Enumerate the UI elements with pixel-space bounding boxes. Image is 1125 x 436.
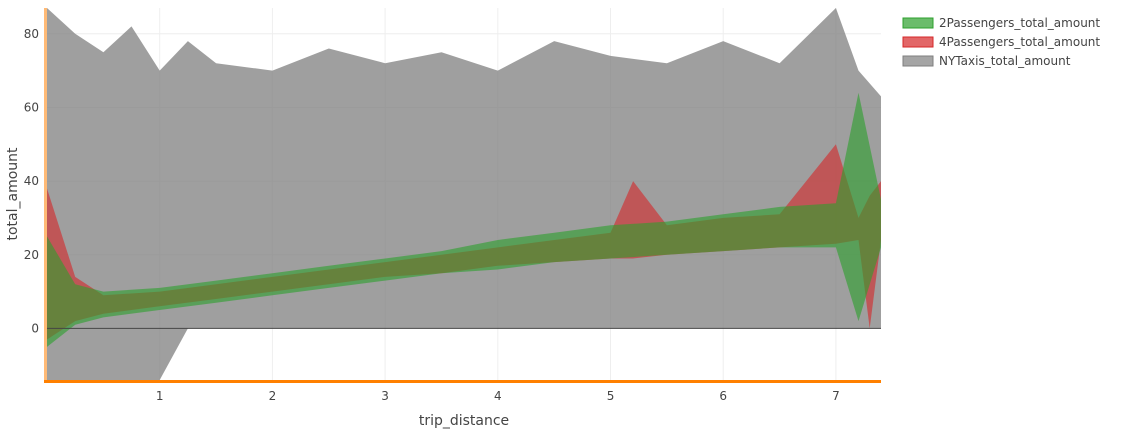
x-tick-label-3: 4 xyxy=(494,389,502,403)
legend-label-0: 2Passengers_total_amount xyxy=(939,16,1100,30)
y-tick-label-2: 40 xyxy=(24,174,39,188)
x-tick-label-6: 7 xyxy=(832,389,840,403)
y-tick-label-3: 60 xyxy=(24,100,39,114)
series-area-0 xyxy=(47,92,881,347)
axes xyxy=(44,8,881,383)
y-tick-label-1: 20 xyxy=(24,248,39,262)
x-tick-label-1: 2 xyxy=(269,389,277,403)
tick-labels: 1 2 3 4 5 6 7 0 20 40 60 80 xyxy=(24,27,840,403)
y-tick-label-0: 0 xyxy=(31,321,39,335)
x-axis-bar[interactable] xyxy=(44,380,881,383)
legend-swatch-2 xyxy=(902,55,934,67)
x-tick-label-0: 1 xyxy=(156,389,164,403)
legend-swatch-1 xyxy=(902,36,934,48)
y-axis-title: total_amount xyxy=(5,147,21,241)
x-axis-title: trip_distance xyxy=(419,413,509,429)
series-areas xyxy=(47,8,881,380)
x-tick-label-4: 5 xyxy=(607,389,615,403)
legend-swatch-0 xyxy=(902,17,934,29)
y-tick-label-4: 80 xyxy=(24,27,39,41)
legend-label-2: NYTaxis_total_amount xyxy=(939,54,1071,68)
legend[interactable]: 2Passengers_total_amount 4Passengers_tota… xyxy=(902,16,1100,68)
x-tick-label-2: 3 xyxy=(381,389,389,403)
series-area-2 xyxy=(47,8,881,380)
x-tick-label-5: 6 xyxy=(719,389,727,403)
legend-label-1: 4Passengers_total_amount xyxy=(939,35,1100,49)
legend-item-2[interactable]: NYTaxis_total_amount xyxy=(902,54,1071,68)
legend-item-1[interactable]: 4Passengers_total_amount xyxy=(902,35,1100,49)
y-axis-bar[interactable] xyxy=(44,8,47,380)
legend-item-0[interactable]: 2Passengers_total_amount xyxy=(902,16,1100,30)
